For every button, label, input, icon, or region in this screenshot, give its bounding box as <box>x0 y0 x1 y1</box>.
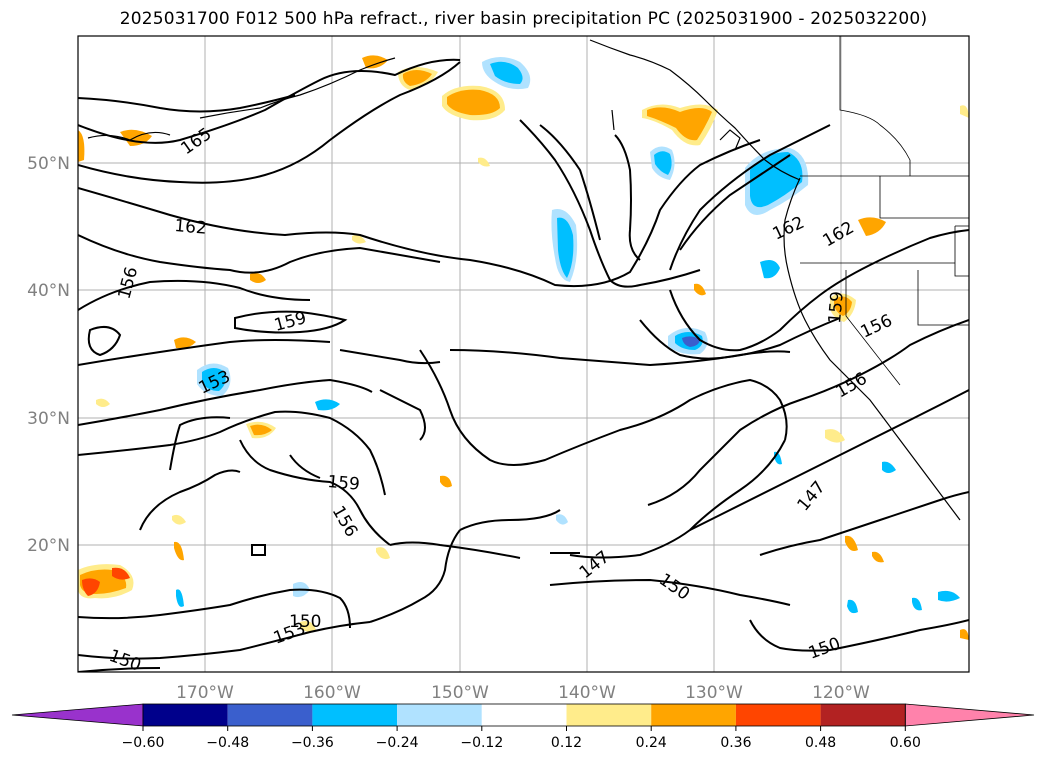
lon-label: 120°W <box>812 683 870 703</box>
neg-patch-small-6 <box>912 597 922 611</box>
pos-patch-small-6 <box>845 535 858 551</box>
pos-patch-small-2 <box>250 272 266 283</box>
colorbar-tick-label: 0.60 <box>890 735 921 751</box>
pos-patch-nca-core <box>834 296 852 316</box>
lon-label: 170°W <box>176 683 234 703</box>
lat-label: 20°N <box>27 536 70 556</box>
colorbar-tick-label: −0.48 <box>206 735 249 751</box>
colorbar-swatch <box>481 704 567 726</box>
pos-patch-se-alaska-core <box>647 107 712 141</box>
colorbar-extend-low <box>11 703 144 727</box>
lat-label: 40°N <box>27 281 70 301</box>
neg-patch-west-1-core <box>202 368 226 391</box>
colorbar-swatch <box>397 704 482 726</box>
pos-patch-small-10 <box>440 475 452 488</box>
pos-patch-small-4 <box>172 514 186 525</box>
colorbar-tick-label: −0.12 <box>460 735 503 751</box>
colorbar-swatch <box>143 704 228 726</box>
colorbar-tick-label: 0.24 <box>636 735 667 751</box>
neg-patch-small-9 <box>556 514 568 525</box>
pos-patch-far-west-red-2 <box>112 567 130 580</box>
pos-patch-far-west-red <box>82 578 100 596</box>
lat-label: 30°N <box>27 409 70 429</box>
colorbar-tick-label: 0.12 <box>551 735 582 751</box>
political-borders <box>800 36 969 386</box>
longitude-labels: 170°W 160°W 150°W 140°W 130°W 120°W <box>176 683 870 703</box>
pos-patch-small-1 <box>174 337 196 349</box>
pos-patch-west-edge <box>78 130 85 162</box>
lon-label: 140°W <box>558 683 616 703</box>
pos-patch-small-8 <box>825 429 845 443</box>
neg-patch-gulf-alaska-core <box>490 61 523 84</box>
pos-patch-aleutian-2 <box>362 55 388 69</box>
colorbar-tick-label: 0.48 <box>805 735 836 751</box>
neg-patch-central-core <box>557 217 574 278</box>
colorbar-tick-label: −0.36 <box>291 735 334 751</box>
colorbar: −0.60 −0.48 −0.36 −0.24 −0.12 0.12 0.24 0.36 0.4… <box>11 703 1035 751</box>
neg-patch-small-8 <box>882 461 896 473</box>
pos-patch-small-16 <box>960 105 969 118</box>
figure-title: 2025031700 F012 500 hPa refract., river … <box>119 9 928 29</box>
neg-patch-offshore-1-core <box>654 151 672 175</box>
lon-label: 150°W <box>431 683 489 703</box>
pos-patch-small-11 <box>300 621 316 632</box>
colorbar-extend-high <box>904 703 1035 727</box>
colorbar-swatch <box>227 704 313 726</box>
pos-patch-small-13 <box>478 157 490 167</box>
colorbar-outline <box>142 703 906 727</box>
lat-label: 50°N <box>27 154 70 174</box>
colorbar-tick-label: 0.36 <box>720 735 751 751</box>
neg-patch-small-4 <box>938 590 960 602</box>
neg-patch-small-5 <box>847 599 858 614</box>
pos-patch-small-9 <box>694 283 706 296</box>
gridlines <box>78 36 969 672</box>
contour-lines <box>78 58 969 672</box>
colorbar-swatch <box>820 704 906 726</box>
contour-label: 162 <box>174 216 208 239</box>
lon-label: 160°W <box>303 683 361 703</box>
pos-patch-small-7 <box>872 551 884 563</box>
pos-patch-small-14 <box>376 547 390 560</box>
pos-patch-small-12 <box>352 234 366 244</box>
pos-patch-small-3 <box>96 398 110 407</box>
colorbar-swatch <box>651 704 736 726</box>
latitude-labels: 50°N 40°N 30°N 20°N <box>27 154 70 556</box>
colorbar-tick-label: −0.60 <box>122 735 165 751</box>
neg-patch-small-7 <box>176 589 184 607</box>
contour-label: 150 <box>289 612 321 632</box>
colorbar-tick-label: −0.24 <box>376 735 419 751</box>
pos-patch-aleutian-1-core <box>402 70 432 86</box>
contour-label: 159 <box>825 290 848 324</box>
pos-patch-west-3-core <box>250 424 272 436</box>
pos-patch-small-15 <box>960 629 969 640</box>
lon-label: 130°W <box>685 683 743 703</box>
pos-patch-gulf-alaska-core <box>447 89 500 116</box>
colorbar-swatch <box>735 704 821 726</box>
neg-patch-small-1 <box>315 399 340 411</box>
precipitation-fill <box>78 55 969 640</box>
colorbar-swatch <box>566 704 652 726</box>
pos-patch-oregon <box>858 217 886 236</box>
pos-patch-small-5 <box>174 541 184 561</box>
neg-patch-nca-offshore-dark <box>682 336 700 347</box>
contour-label: 159 <box>327 472 361 495</box>
coastlines <box>87 39 961 521</box>
neg-patch-bc-coast-core <box>750 152 803 208</box>
map-frame <box>77 35 970 673</box>
colorbar-swatch <box>312 704 398 726</box>
neg-patch-small-2 <box>760 260 780 279</box>
